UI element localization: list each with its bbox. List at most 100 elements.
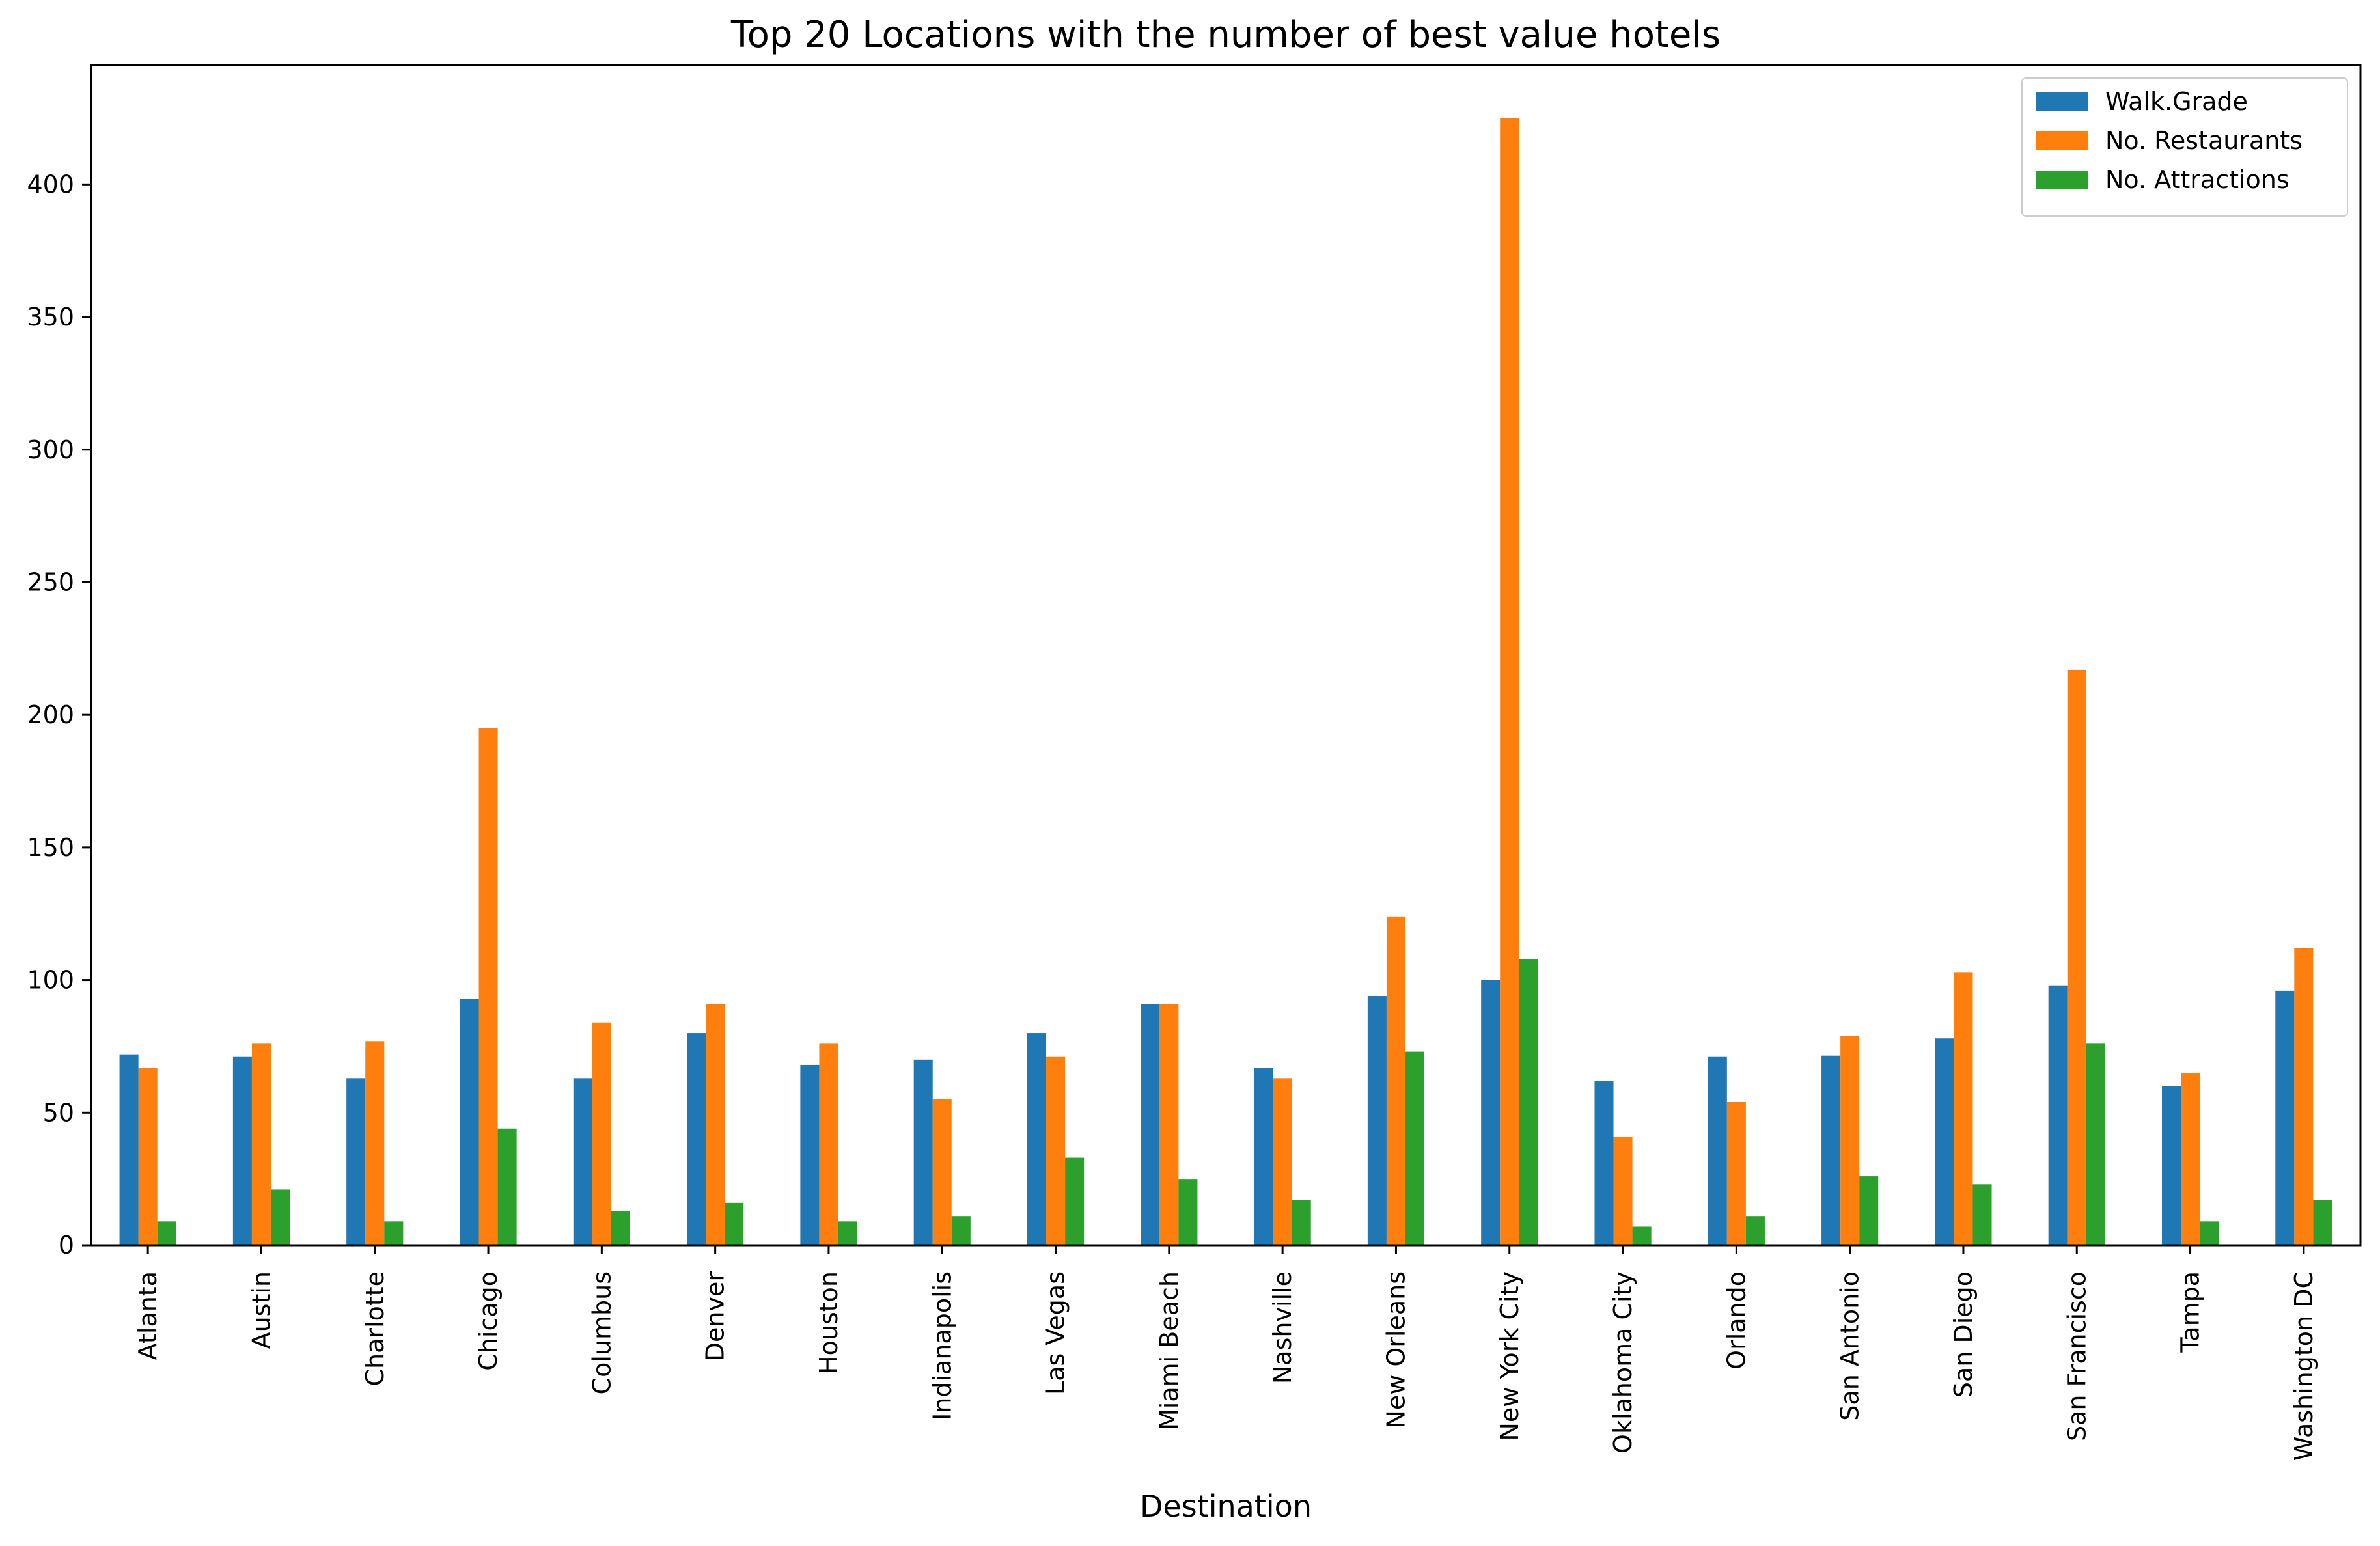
y-tick-label: 100: [27, 966, 74, 995]
bar-walk-grade-las-vegas: [1027, 1033, 1047, 1245]
bar-no-restaurants-san-francisco: [2067, 669, 2086, 1245]
x-tick-label: Oklahoma City: [1609, 1271, 1637, 1454]
y-tick-label: 200: [27, 700, 74, 729]
bar-no-restaurants-columbus: [592, 1022, 611, 1245]
bar-no-attractions-new-orleans: [1405, 1051, 1425, 1245]
x-tick-label: Austin: [247, 1271, 275, 1349]
bar-no-attractions-indianapolis: [951, 1216, 971, 1245]
bar-walk-grade-miami-beach: [1141, 1004, 1160, 1245]
bar-no-restaurants-san-antonio: [1840, 1036, 1860, 1245]
bar-no-restaurants-indianapolis: [932, 1099, 952, 1245]
bar-no-attractions-columbus: [611, 1211, 630, 1245]
bar-no-attractions-oklahoma-city: [1632, 1226, 1652, 1245]
bar-no-restaurants-tampa: [2181, 1073, 2200, 1245]
y-tick-label: 300: [27, 435, 74, 464]
bar-walk-grade-columbus: [573, 1078, 592, 1245]
x-tick-label: Denver: [701, 1271, 730, 1362]
x-tick-label: Atlanta: [133, 1271, 162, 1360]
bar-no-restaurants-new-orleans: [1386, 916, 1405, 1245]
legend-label: No. Attractions: [2105, 165, 2290, 194]
legend: Walk.Grade No. Restaurants No. Attractions: [2021, 77, 2348, 217]
y-tick-label: 0: [59, 1231, 74, 1260]
bar-no-restaurants-atlanta: [138, 1068, 158, 1245]
x-tick-label: San Diego: [1949, 1271, 1978, 1398]
bar-no-attractions-san-diego: [1972, 1184, 1992, 1245]
bar-no-restaurants-austin: [251, 1043, 271, 1245]
x-tick-label: Miami Beach: [1155, 1271, 1183, 1430]
bar-no-restaurants-las-vegas: [1046, 1056, 1066, 1245]
axes-layer: 0 50 100 150 200 250 300 350 400 Atlanta Austin Cha…: [27, 170, 2318, 1461]
bar-no-restaurants-nashville: [1273, 1078, 1292, 1245]
x-tick-label: Columbus: [587, 1271, 616, 1394]
bar-no-attractions-nashville: [1292, 1200, 1311, 1245]
bar-no-attractions-houston: [838, 1221, 857, 1245]
x-tick-label: Orlando: [1722, 1271, 1750, 1370]
bar-walk-grade-oklahoma-city: [1594, 1081, 1614, 1245]
bar-no-restaurants-charlotte: [365, 1041, 385, 1245]
bar-no-restaurants-new-york-city: [1500, 118, 1519, 1245]
bar-no-restaurants-oklahoma-city: [1613, 1136, 1633, 1245]
bar-walk-grade-new-york-city: [1481, 980, 1501, 1245]
bar-no-restaurants-orlando: [1726, 1101, 1746, 1245]
bar-no-restaurants-washington-dc: [2294, 948, 2314, 1245]
bar-no-attractions-austin: [270, 1189, 290, 1245]
bars-layer: [119, 118, 2332, 1245]
bar-no-attractions-denver: [725, 1202, 744, 1245]
x-tick-label: San Francisco: [2062, 1271, 2091, 1441]
y-tick-label: 150: [27, 833, 74, 862]
y-tick-label: 350: [27, 303, 74, 331]
bar-no-restaurants-denver: [706, 1004, 725, 1245]
bar-walk-grade-san-antonio: [1821, 1055, 1841, 1245]
x-tick-label: Las Vegas: [1042, 1271, 1070, 1395]
bar-no-attractions-san-antonio: [1859, 1176, 1879, 1245]
x-tick-label: Indianapolis: [928, 1271, 956, 1420]
bar-no-attractions-tampa: [2200, 1221, 2219, 1245]
y-tick-label: 400: [27, 170, 74, 199]
bar-no-attractions-atlanta: [157, 1221, 176, 1245]
legend-label: Walk.Grade: [2105, 87, 2248, 116]
bar-walk-grade-austin: [232, 1056, 252, 1245]
bar-no-attractions-charlotte: [384, 1221, 404, 1245]
bar-walk-grade-orlando: [1708, 1056, 1727, 1245]
bar-walk-grade-san-francisco: [2048, 985, 2068, 1245]
x-tick-label: San Antonio: [1836, 1271, 1864, 1421]
bar-no-attractions-orlando: [1745, 1216, 1765, 1245]
x-tick-label: Houston: [814, 1271, 843, 1374]
legend-label: No. Restaurants: [2105, 126, 2303, 155]
legend-swatch: [2036, 92, 2088, 111]
bar-no-attractions-san-francisco: [2086, 1043, 2105, 1245]
bar-walk-grade-washington-dc: [2275, 990, 2295, 1245]
bar-walk-grade-atlanta: [119, 1054, 139, 1245]
x-tick-label: New York City: [1495, 1271, 1524, 1441]
x-tick-label: Washington DC: [2290, 1271, 2318, 1461]
x-tick-label: New Orleans: [1381, 1271, 1410, 1429]
legend-swatch: [2036, 171, 2088, 189]
bar-no-restaurants-chicago: [478, 728, 498, 1245]
bar-walk-grade-san-diego: [1935, 1038, 1954, 1245]
bar-walk-grade-nashville: [1254, 1068, 1273, 1245]
bar-no-attractions-miami-beach: [1178, 1179, 1198, 1245]
bar-no-attractions-washington-dc: [2313, 1200, 2332, 1245]
bar-no-restaurants-houston: [819, 1043, 838, 1245]
bar-walk-grade-chicago: [460, 999, 479, 1245]
legend-box: [2021, 77, 2348, 217]
x-axis-title: Destination: [1140, 1489, 1312, 1524]
bar-walk-grade-denver: [687, 1033, 706, 1245]
bar-no-attractions-new-york-city: [1519, 958, 1538, 1245]
bar-no-attractions-chicago: [497, 1128, 517, 1245]
bar-no-restaurants-miami-beach: [1159, 1004, 1179, 1245]
bar-walk-grade-new-orleans: [1367, 996, 1387, 1245]
x-tick-label: Chicago: [474, 1271, 503, 1371]
plot-frame: [90, 64, 2362, 1247]
y-tick-label: 50: [43, 1098, 74, 1127]
x-tick-label: Tampa: [2176, 1271, 2205, 1353]
bar-walk-grade-tampa: [2161, 1086, 2181, 1245]
bar-walk-grade-houston: [800, 1064, 820, 1245]
bar-walk-grade-charlotte: [346, 1078, 366, 1245]
bar-walk-grade-indianapolis: [913, 1059, 933, 1245]
x-tick-label: Charlotte: [361, 1271, 389, 1387]
legend-swatch: [2036, 131, 2088, 150]
y-tick-label: 250: [27, 568, 74, 596]
